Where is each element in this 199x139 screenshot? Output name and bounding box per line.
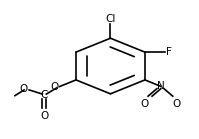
Text: O: O xyxy=(40,111,49,121)
Text: N: N xyxy=(157,81,164,91)
Text: O: O xyxy=(140,99,149,109)
Text: O: O xyxy=(50,82,59,91)
Text: F: F xyxy=(166,47,172,57)
Text: O: O xyxy=(19,84,27,94)
Text: O: O xyxy=(172,99,180,109)
Text: Cl: Cl xyxy=(105,14,116,24)
Text: C: C xyxy=(41,90,48,100)
